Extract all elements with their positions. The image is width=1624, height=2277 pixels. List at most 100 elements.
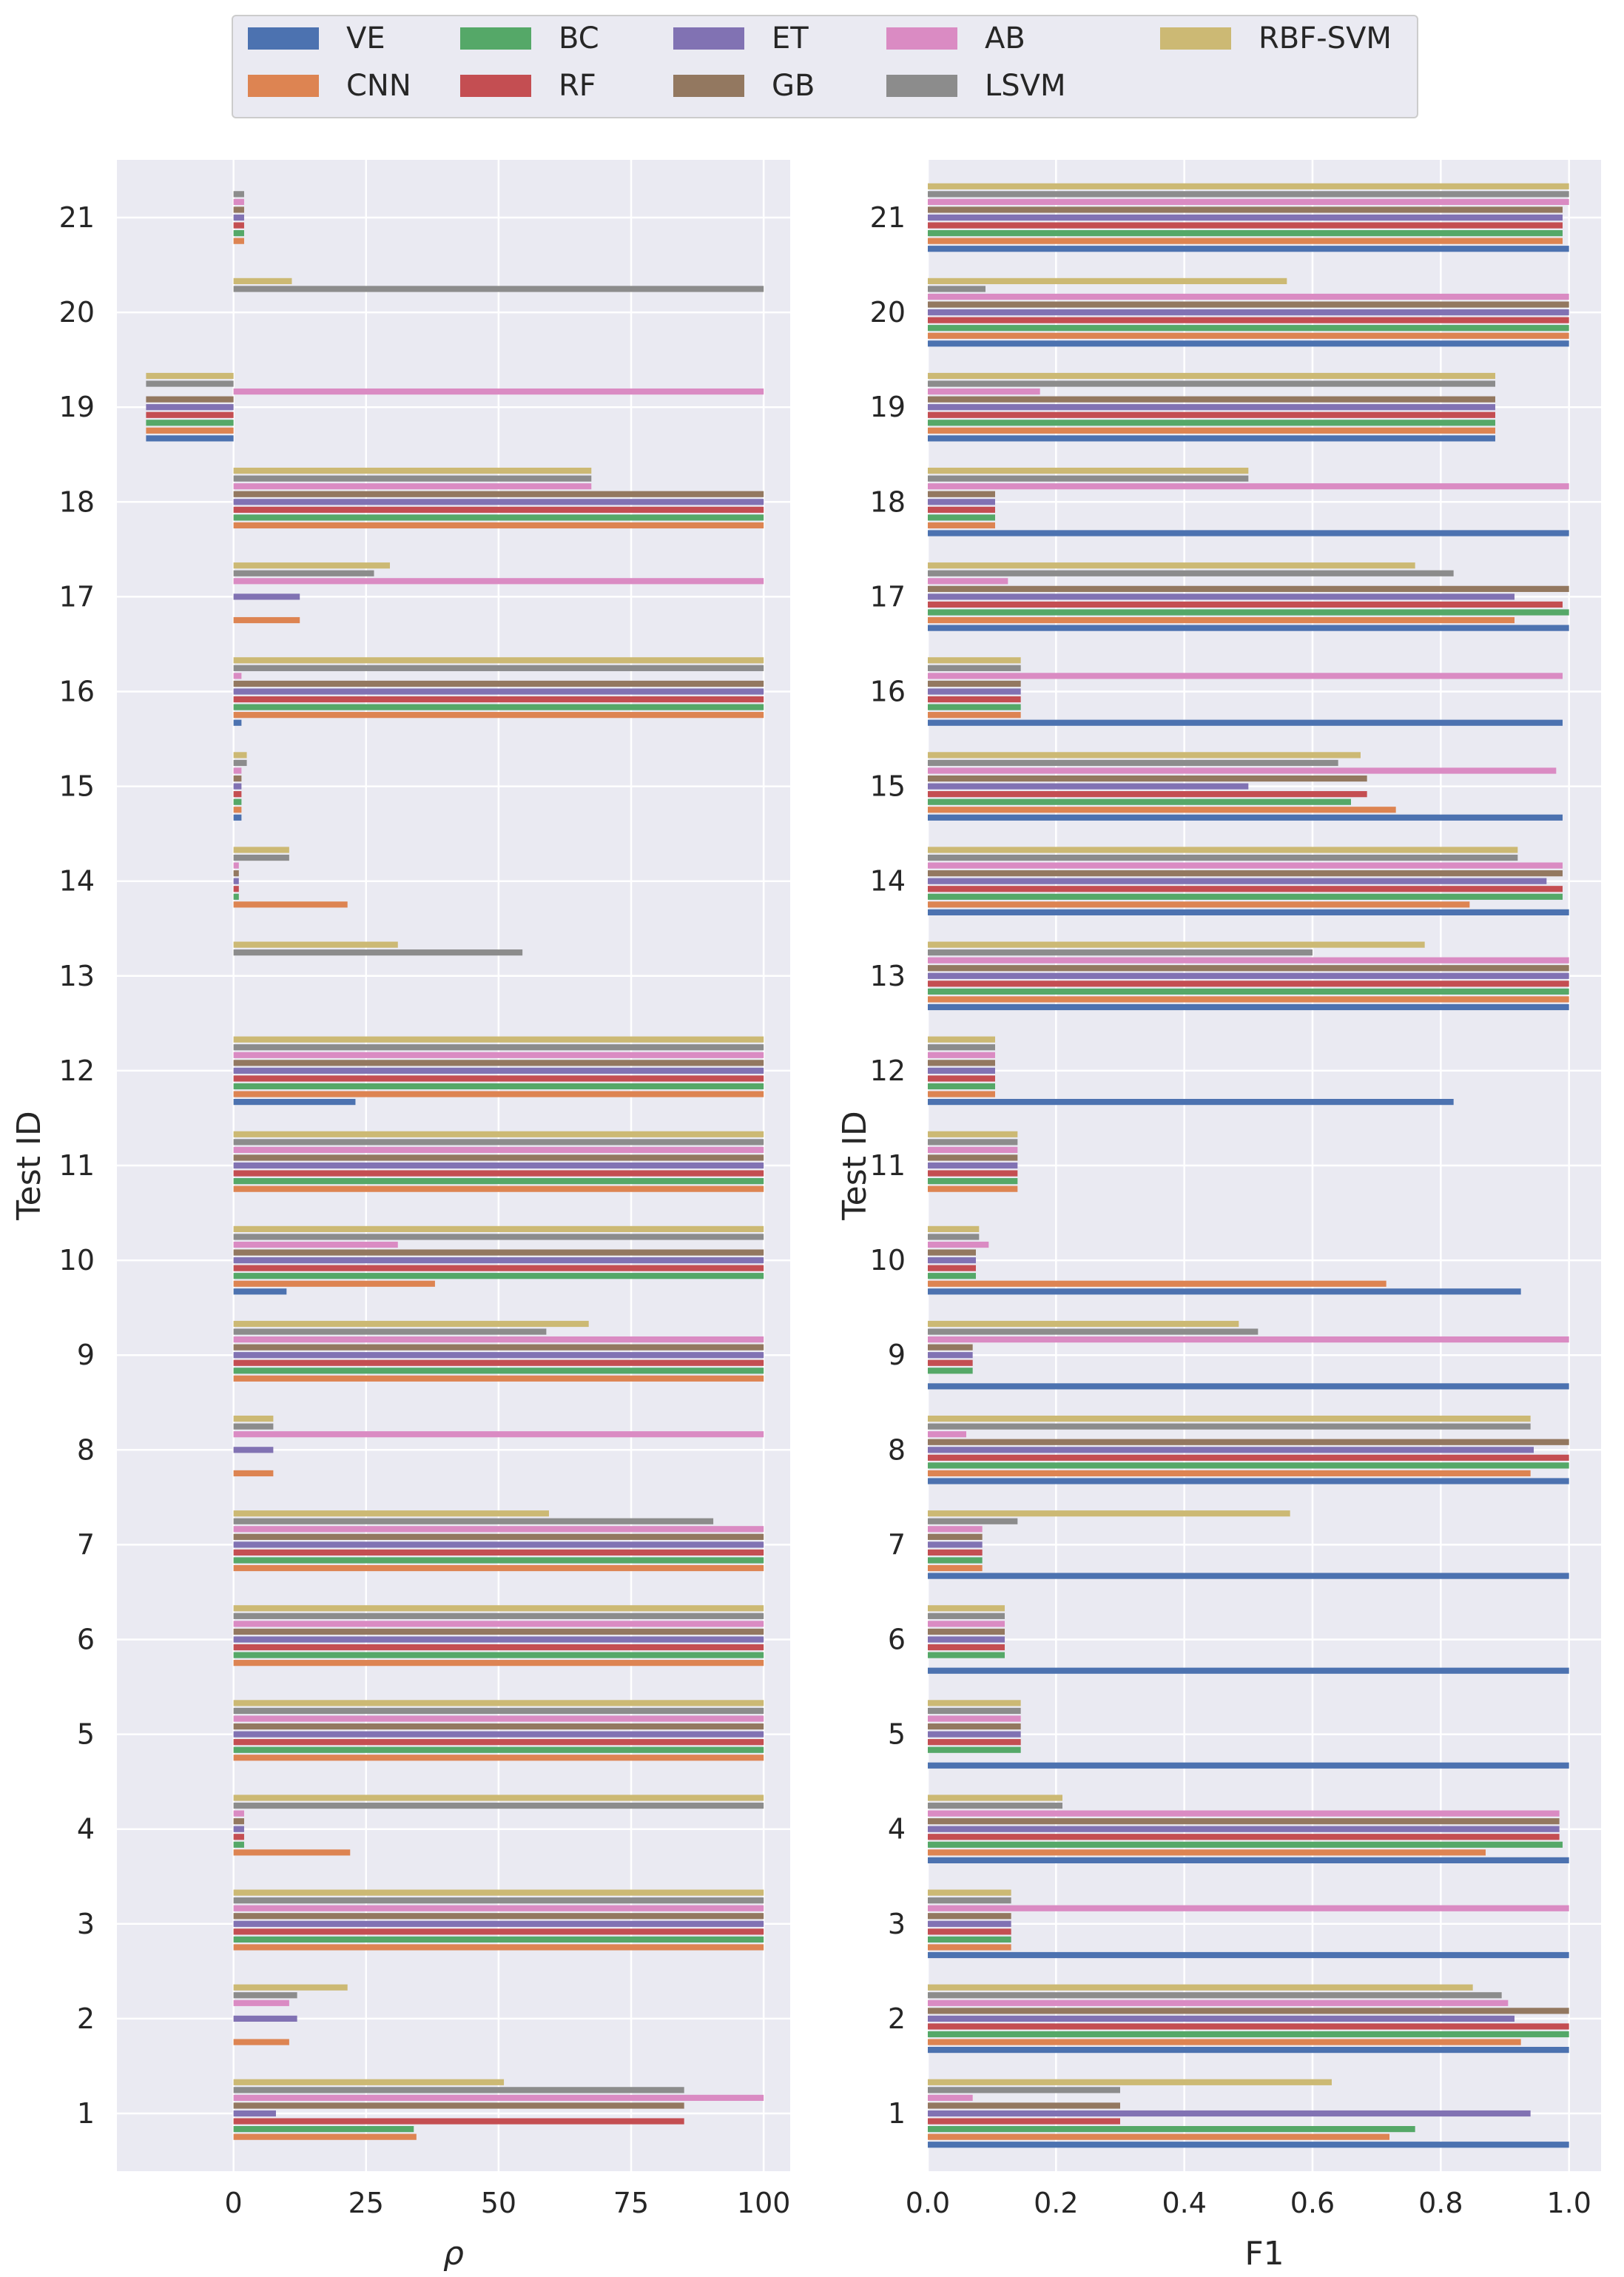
rho-bar-cnn-test-9	[233, 1375, 764, 1382]
rho-bar-cnn-test-14	[233, 901, 348, 908]
rho-bar-lsvm-test-17	[233, 570, 374, 576]
rho-bar-cnn-test-1	[233, 2133, 417, 2140]
rho-bar-ab-test-5	[233, 1715, 764, 1722]
rho-bar-cnn-test-17	[233, 616, 300, 624]
rho-bar-ab-test-11	[233, 1146, 764, 1153]
rho-bar-lsvm-test-6	[233, 1612, 764, 1619]
rho-bar-rbf-svm-test-20	[233, 278, 292, 284]
f1-bar-ab-test-11	[928, 1146, 1018, 1153]
rho-bar-lsvm-test-1	[233, 2087, 684, 2093]
rho-bar-ab-test-6	[233, 1621, 764, 1627]
rho-bar-rf-test-1	[233, 2118, 684, 2125]
rho-bar-cnn-test-10	[233, 1280, 435, 1287]
rho-ytick-label: 19	[59, 391, 95, 423]
f1-bar-lsvm-test-17	[928, 570, 1454, 576]
rho-bar-rf-test-21	[233, 222, 244, 229]
rho-bar-et-test-1	[233, 2110, 276, 2117]
rho-bar-rbf-svm-test-1	[233, 2079, 505, 2085]
rho-bar-rf-test-6	[233, 1644, 764, 1651]
f1-bar-rbf-svm-test-21	[928, 183, 1569, 189]
rho-bar-bc-test-6	[233, 1652, 764, 1658]
rho-bar-lsvm-test-10	[233, 1234, 764, 1240]
rho-bar-bc-test-19	[146, 420, 234, 426]
f1-bar-rf-test-10	[928, 1265, 976, 1271]
legend-swatch-bc	[460, 27, 531, 50]
legend-label: CNN	[346, 69, 411, 103]
rho-bar-cnn-test-5	[233, 1755, 764, 1761]
rho-bar-cnn-test-11	[233, 1185, 764, 1192]
rho-bar-rf-test-18	[233, 506, 764, 513]
legend-swatch-rf	[460, 75, 531, 97]
f1-bar-ve-test-12	[928, 1099, 1454, 1106]
f1-bar-lsvm-test-7	[928, 1518, 1018, 1524]
rho-bar-rf-test-11	[233, 1170, 764, 1177]
rho-bar-rf-test-14	[233, 886, 239, 892]
f1-bar-ve-test-6	[928, 1667, 1569, 1674]
f1-bar-gb-test-11	[928, 1154, 1018, 1161]
rho-bar-lsvm-test-15	[233, 759, 247, 767]
f1-bar-bc-test-19	[928, 420, 1495, 426]
rho-bar-rbf-svm-test-3	[233, 1889, 764, 1896]
f1-bar-lsvm-test-2	[928, 1992, 1502, 1999]
legend-label: RBF-SVM	[1259, 21, 1392, 56]
f1-bar-rf-test-11	[928, 1170, 1018, 1177]
f1-bar-rf-test-7	[928, 1549, 983, 1556]
f1-bar-ab-test-10	[928, 1241, 989, 1248]
rho-bar-bc-test-15	[233, 798, 242, 805]
f1-bar-et-test-12	[928, 1067, 995, 1074]
f1-bar-rf-test-21	[928, 222, 1563, 229]
rho-bar-ab-test-19	[233, 389, 764, 395]
rho-bar-cnn-test-7	[233, 1564, 764, 1572]
rho-bar-rf-test-10	[233, 1265, 764, 1271]
f1-bar-et-test-7	[928, 1541, 983, 1548]
f1-ytick-label: 12	[870, 1055, 906, 1087]
f1-bar-rbf-svm-test-14	[928, 847, 1518, 853]
rho-bar-rbf-svm-test-4	[233, 1795, 764, 1801]
f1-bar-gb-test-18	[928, 491, 995, 497]
f1-bar-ab-test-19	[928, 389, 1040, 395]
f1-bar-ve-test-16	[928, 719, 1563, 726]
rho-ytick-label: 11	[59, 1149, 95, 1182]
rho-ytick-label: 4	[77, 1813, 95, 1846]
f1-bar-gb-test-20	[928, 301, 1569, 308]
rho-panel: 0 25 50 75 100123456789101112131415161718192…	[10, 160, 790, 2273]
rho-bar-et-test-3	[233, 1920, 764, 1927]
legend-label: VE	[346, 21, 385, 56]
rho-bar-rbf-svm-test-17	[233, 562, 391, 569]
f1-bar-rf-test-18	[928, 506, 995, 513]
f1-bar-rf-test-12	[928, 1075, 995, 1082]
rho-bar-gb-test-3	[233, 1913, 764, 1920]
rho-bar-ab-test-14	[233, 862, 239, 869]
rho-bar-bc-test-11	[233, 1178, 764, 1185]
rho-bar-rf-test-4	[233, 1834, 244, 1840]
rho-bar-gb-test-19	[146, 396, 234, 403]
legend-label: LSVM	[985, 69, 1066, 103]
f1-bar-bc-test-13	[928, 988, 1569, 995]
f1-x-axis-title: F1	[1244, 2235, 1284, 2273]
rho-bar-ab-test-9	[233, 1336, 764, 1343]
f1-bar-ab-test-18	[928, 483, 1569, 490]
f1-bar-bc-test-21	[928, 230, 1563, 237]
rho-bar-ve-test-10	[233, 1288, 287, 1295]
f1-bar-rf-test-17	[928, 601, 1563, 608]
f1-bar-gb-test-19	[928, 396, 1495, 403]
rho-bar-bc-test-4	[233, 1841, 244, 1848]
f1-ytick-label: 5	[888, 1718, 906, 1751]
rho-bar-rf-test-7	[233, 1549, 764, 1556]
rho-bar-lsvm-test-2	[233, 1992, 297, 1999]
f1-ytick-label: 11	[870, 1149, 906, 1182]
rho-bar-ab-test-18	[233, 483, 592, 490]
f1-bar-bc-test-17	[928, 609, 1569, 616]
f1-ytick-label: 3	[888, 1908, 906, 1940]
rho-bar-rf-test-9	[233, 1359, 764, 1366]
f1-bar-rbf-svm-test-4	[928, 1795, 1062, 1801]
rho-y-axis-title: Test ID	[10, 1111, 48, 1221]
rho-bar-rf-test-5	[233, 1739, 764, 1746]
f1-bar-ab-test-20	[928, 293, 1569, 300]
rho-bar-rbf-svm-test-14	[233, 847, 289, 853]
rho-bar-rf-test-3	[233, 1928, 764, 1935]
f1-bar-gb-test-21	[928, 206, 1563, 213]
f1-xtick-label: 0.0	[906, 2187, 950, 2219]
f1-ytick-label: 18	[870, 485, 906, 518]
legend-swatch-et	[673, 27, 744, 50]
